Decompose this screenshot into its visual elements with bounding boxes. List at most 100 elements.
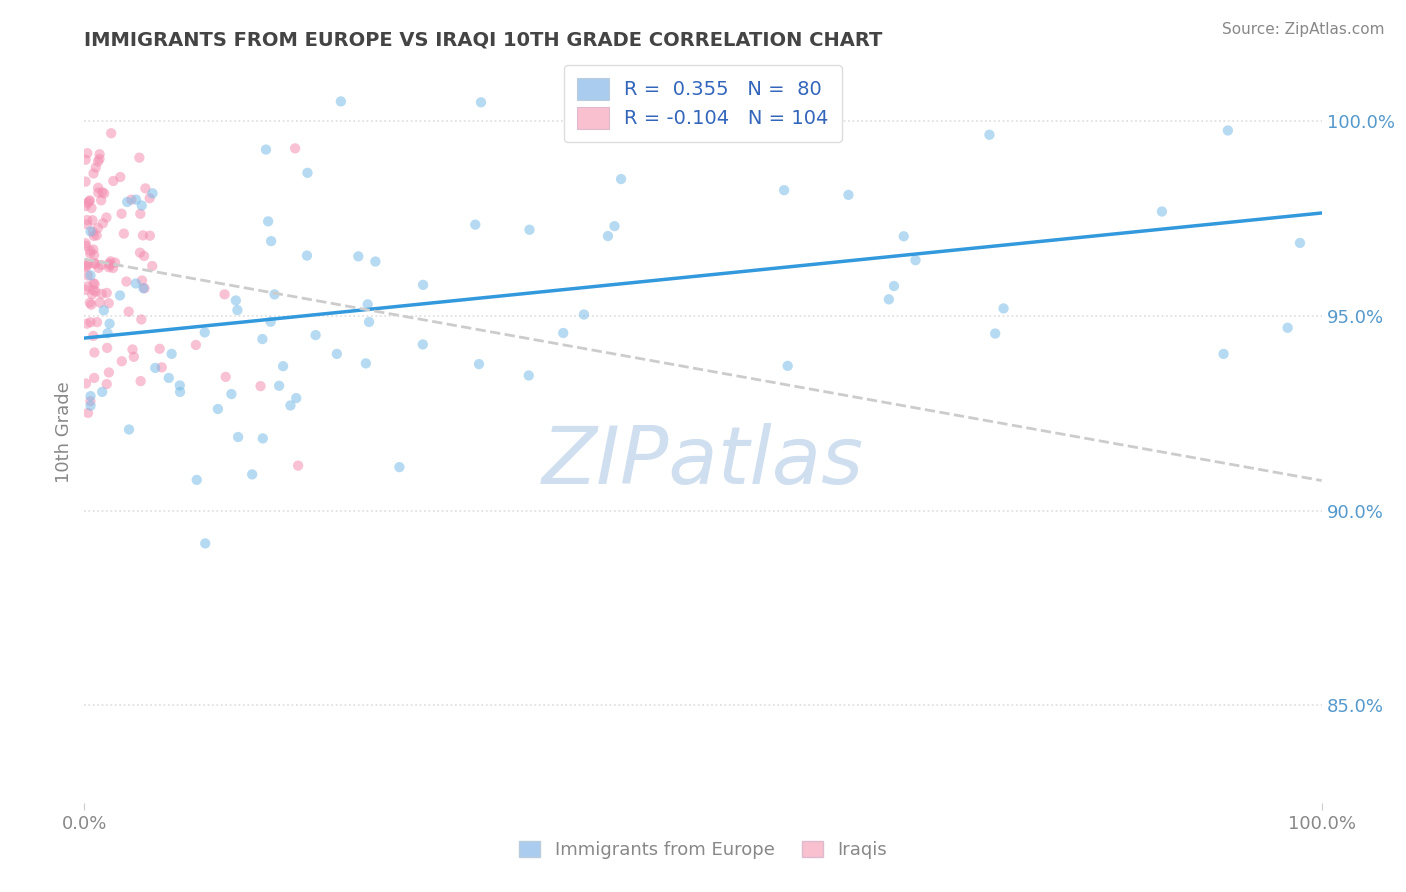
Point <box>1289 235 1312 250</box>
Point <box>75 283 97 297</box>
Point <box>89 295 111 310</box>
Point <box>82 329 104 343</box>
Point <box>76 217 98 231</box>
Point <box>269 379 291 393</box>
Point <box>79 246 101 260</box>
Point <box>252 431 274 445</box>
Point <box>364 254 387 268</box>
Text: IMMIGRANTS FROM EUROPE VS IRAQI 10TH GRADE CORRELATION CHART: IMMIGRANTS FROM EUROPE VS IRAQI 10TH GRA… <box>84 30 883 50</box>
Point <box>100 126 122 140</box>
Point <box>80 201 103 215</box>
Point <box>103 174 125 188</box>
Point <box>141 259 163 273</box>
Point <box>97 260 120 275</box>
Point <box>329 95 352 109</box>
Point <box>98 256 121 270</box>
Point <box>128 151 150 165</box>
Point <box>87 154 110 169</box>
Point <box>96 377 118 392</box>
Point <box>221 387 243 401</box>
Point <box>271 359 294 374</box>
Point <box>87 221 110 235</box>
Point <box>304 328 326 343</box>
Point <box>412 277 434 292</box>
Point <box>90 194 112 208</box>
Point <box>260 234 283 248</box>
Point <box>77 406 100 420</box>
Point <box>79 315 101 329</box>
Point <box>1216 123 1239 137</box>
Point <box>98 317 121 331</box>
Point <box>76 213 98 227</box>
Point <box>84 161 107 175</box>
Point <box>96 341 118 355</box>
Point <box>134 281 156 295</box>
Point <box>91 216 114 230</box>
Point <box>110 207 132 221</box>
Point <box>517 368 540 383</box>
Point <box>96 211 118 225</box>
Point <box>519 223 541 237</box>
Point <box>75 236 97 251</box>
Point <box>77 257 100 271</box>
Point <box>260 315 283 329</box>
Legend: Immigrants from Europe, Iraqis: Immigrants from Europe, Iraqis <box>509 831 897 868</box>
Point <box>79 295 101 310</box>
Point <box>194 326 217 340</box>
Point <box>75 260 97 274</box>
Point <box>75 153 97 167</box>
Point <box>388 460 411 475</box>
Point <box>75 199 97 213</box>
Point <box>184 338 207 352</box>
Point <box>118 304 141 318</box>
Point <box>157 371 180 385</box>
Point <box>141 186 163 201</box>
Point <box>297 166 319 180</box>
Point <box>87 180 110 194</box>
Point <box>169 384 191 399</box>
Point <box>79 244 101 258</box>
Point <box>131 273 153 287</box>
Point <box>226 303 249 318</box>
Point <box>89 147 111 161</box>
Point <box>326 347 349 361</box>
Point <box>131 312 153 326</box>
Point <box>77 194 100 209</box>
Point <box>122 350 145 364</box>
Point <box>132 281 155 295</box>
Point <box>776 359 799 373</box>
Point <box>893 229 915 244</box>
Point <box>468 357 491 371</box>
Point <box>214 287 236 301</box>
Point <box>97 366 120 380</box>
Point <box>131 198 153 212</box>
Point <box>83 371 105 385</box>
Point <box>120 193 142 207</box>
Point <box>82 225 104 239</box>
Point <box>610 172 633 186</box>
Point <box>112 227 135 241</box>
Point <box>111 354 134 368</box>
Point <box>79 268 101 283</box>
Point <box>83 228 105 243</box>
Point <box>82 213 104 227</box>
Point <box>132 228 155 243</box>
Y-axis label: 10th Grade: 10th Grade <box>55 382 73 483</box>
Point <box>993 301 1015 316</box>
Point <box>287 458 309 473</box>
Point <box>125 193 148 207</box>
Point <box>86 228 108 243</box>
Point <box>87 186 110 200</box>
Point <box>76 317 98 331</box>
Point <box>143 360 166 375</box>
Point <box>97 326 120 341</box>
Point <box>249 379 271 393</box>
Point <box>76 268 98 283</box>
Point <box>134 181 156 195</box>
Point <box>82 287 104 301</box>
Point <box>121 343 143 357</box>
Point <box>75 259 97 273</box>
Point <box>150 360 173 375</box>
Point <box>225 293 247 308</box>
Point <box>596 229 619 244</box>
